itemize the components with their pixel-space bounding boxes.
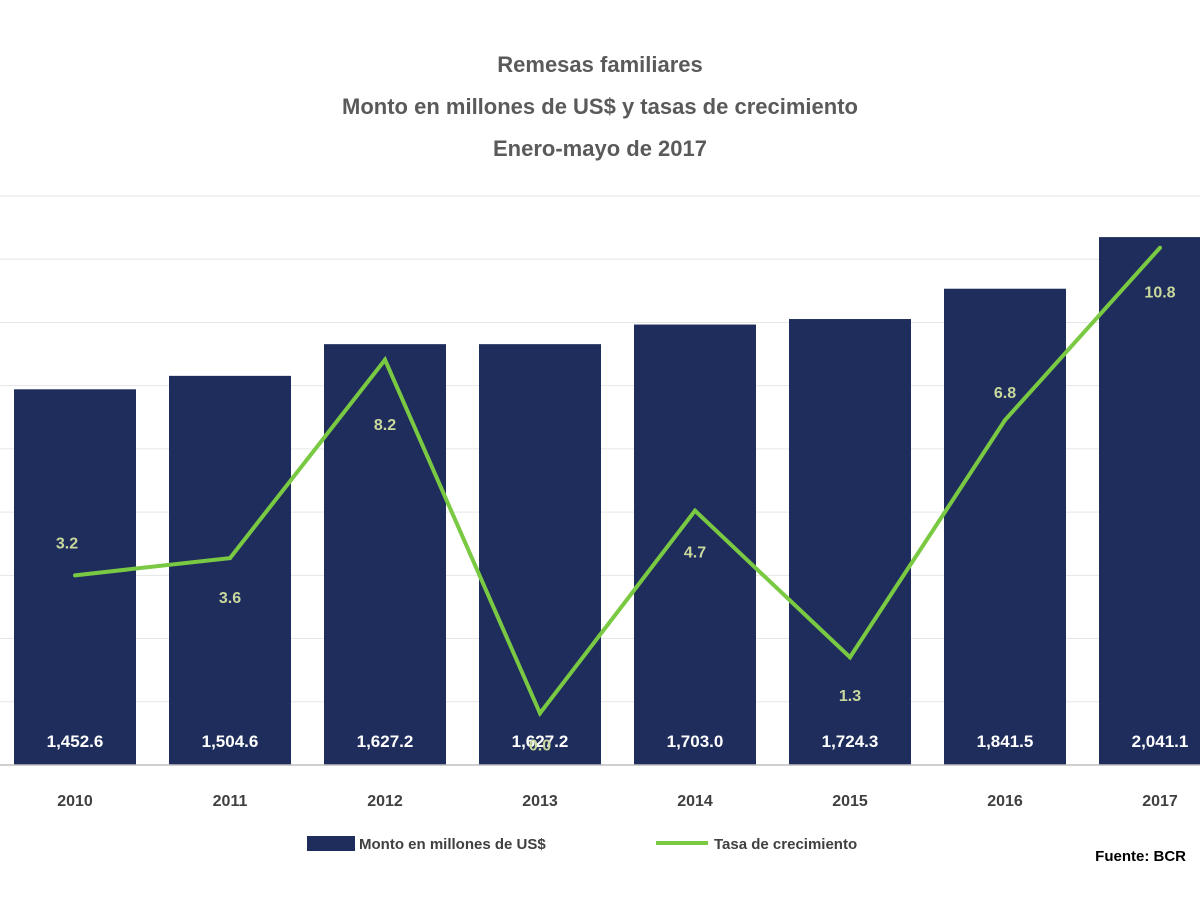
rate-line-group <box>73 245 1162 718</box>
rate-point-2011 <box>228 556 232 561</box>
bar-value-label: 1,627.2 <box>512 732 569 751</box>
chart-title: Remesas familiares <box>497 52 702 77</box>
bar-value-label: 2,041.1 <box>1132 732 1189 751</box>
rate-value-label: 1.3 <box>839 688 861 705</box>
bar-2015 <box>789 319 911 765</box>
x-tick-label: 2017 <box>1142 793 1178 810</box>
chart-subtitle: Monto en millones de US$ y tasas de crec… <box>342 94 858 119</box>
rate-value-label: 10.8 <box>1144 285 1175 302</box>
rate-value-label: 6.8 <box>994 385 1016 402</box>
bar-value-label: 1,627.2 <box>357 732 414 751</box>
x-tick-label: 2016 <box>987 793 1023 810</box>
legend-bar-label: Monto en millones de US$ <box>359 836 546 853</box>
rate-value-label: 0.0 <box>529 737 551 754</box>
bar-2017 <box>1099 237 1200 766</box>
rate-point-2016 <box>1003 418 1007 423</box>
bar-2014 <box>634 324 756 765</box>
x-tick-label: 2015 <box>832 793 868 810</box>
bar-value-label: 1,703.0 <box>667 732 724 751</box>
rate-value-label: 4.7 <box>684 545 706 562</box>
bar-2013 <box>479 344 601 765</box>
bars <box>14 237 1200 766</box>
bar-value-label: 1,841.5 <box>977 732 1034 751</box>
legend-line-label: Tasa de crecimiento <box>714 836 857 853</box>
rate-labels: 3.2 3.6 8.2 0.0 4.7 1.3 6.8 10.8 <box>56 285 1176 755</box>
rate-point-2012 <box>383 357 387 362</box>
bar-2016 <box>944 288 1066 765</box>
legend-bar-swatch <box>307 836 355 851</box>
x-tick-label: 2012 <box>367 793 403 810</box>
rate-point-2013 <box>538 711 542 716</box>
x-tick-label: 2014 <box>677 793 713 810</box>
x-tick-label: 2011 <box>213 793 248 810</box>
bar-value-label: 1,452.6 <box>47 732 104 751</box>
rate-line <box>74 246 1162 718</box>
source-note: Fuente: BCR <box>1095 848 1186 865</box>
rate-point-2010 <box>73 573 77 578</box>
x-axis: 2010 2011 2012 2013 2014 2015 2016 2017 <box>0 764 1200 810</box>
x-tick-label: 2013 <box>522 793 558 810</box>
rate-point-2017 <box>1158 245 1162 250</box>
rate-value-label: 8.2 <box>374 417 396 434</box>
rate-value-label: 3.2 <box>56 535 78 552</box>
bar-value-label: 1,504.6 <box>202 732 259 751</box>
rate-value-label: 3.6 <box>219 590 241 607</box>
x-tick-label: 2010 <box>57 793 93 810</box>
bar-2011 <box>169 375 291 765</box>
legend: Monto en millones de US$ Tasa de crecimi… <box>307 836 857 853</box>
rate-point-2015 <box>848 655 852 660</box>
rate-point-2014 <box>693 508 697 513</box>
chart-period: Enero-mayo de 2017 <box>493 136 707 161</box>
bar-value-label: 1,724.3 <box>822 732 879 751</box>
bar-2012 <box>324 344 446 765</box>
bar-labels: 1,452.6 1,504.6 1,627.2 1,627.2 1,703.0 1,724… <box>47 732 1189 751</box>
